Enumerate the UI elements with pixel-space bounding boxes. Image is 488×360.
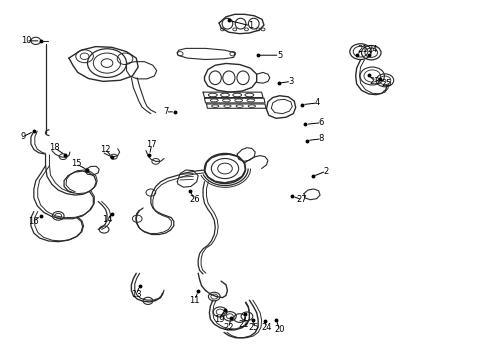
Text: 11: 11 (189, 296, 200, 305)
Text: 15: 15 (71, 159, 81, 168)
Text: 26: 26 (189, 195, 200, 204)
Text: 10: 10 (21, 36, 31, 45)
Text: 25: 25 (247, 323, 258, 332)
Text: 4: 4 (314, 98, 320, 107)
Text: 1: 1 (247, 21, 252, 30)
Text: 23: 23 (369, 77, 380, 86)
Text: 2: 2 (323, 167, 328, 176)
Text: 25: 25 (381, 79, 391, 88)
Text: 19: 19 (213, 315, 224, 324)
Text: 20: 20 (274, 325, 285, 334)
Text: 16: 16 (28, 217, 39, 226)
Text: 13: 13 (131, 290, 141, 299)
Text: 22: 22 (223, 323, 234, 332)
Text: 12: 12 (100, 145, 111, 154)
Text: 17: 17 (146, 140, 157, 149)
Text: 18: 18 (49, 143, 60, 152)
Text: 27: 27 (296, 195, 307, 204)
Text: 21: 21 (357, 45, 367, 54)
Text: 9: 9 (20, 132, 25, 141)
Text: 21: 21 (238, 320, 248, 329)
Text: 7: 7 (163, 107, 168, 116)
Text: 8: 8 (318, 134, 324, 143)
Text: 6: 6 (318, 118, 324, 127)
Text: 14: 14 (102, 215, 112, 224)
Text: 24: 24 (261, 323, 271, 332)
Text: 5: 5 (276, 51, 282, 60)
Text: 3: 3 (288, 77, 293, 86)
Text: 24: 24 (366, 45, 377, 54)
